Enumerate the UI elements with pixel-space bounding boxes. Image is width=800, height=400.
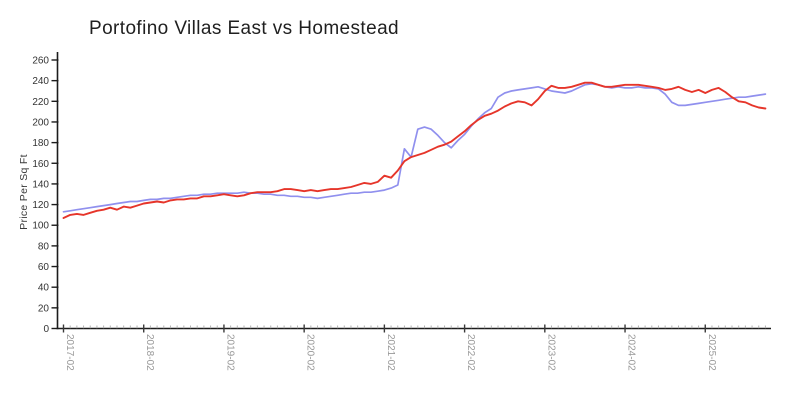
chart-title: Portofino Villas East vs Homestead: [89, 18, 400, 39]
x-tick-label: 2023-02: [545, 334, 556, 371]
x-tick-label: 2018-02: [144, 334, 155, 371]
y-tick-label: 20: [38, 303, 50, 314]
x-tick-label: 2017-02: [64, 334, 75, 371]
y-tick-label: 140: [32, 179, 49, 190]
x-tick-label: 2020-02: [305, 334, 316, 371]
y-tick-label: 160: [32, 159, 49, 170]
x-tick-label: 2019-02: [224, 334, 235, 371]
x-tick-label: 2024-02: [626, 334, 637, 371]
y-tick-label: 40: [38, 283, 50, 294]
y-tick-label: 180: [32, 138, 49, 149]
y-tick-label: 200: [32, 117, 49, 128]
y-tick-label: 120: [32, 200, 49, 211]
y-tick-label: 60: [38, 262, 50, 273]
line-portofino-villas-east: [62, 82, 767, 213]
y-tick-label: 0: [43, 324, 49, 335]
y-tick-label: 260: [32, 55, 49, 66]
x-tick-label: 2025-02: [706, 334, 717, 371]
y-tick-label: 240: [32, 76, 49, 87]
line-homestead: [62, 81, 767, 219]
y-tick-label: 220: [32, 97, 49, 108]
y-tick-label: 80: [38, 241, 50, 252]
x-tick-label: 2022-02: [465, 334, 476, 371]
y-tick-label: 100: [32, 221, 49, 232]
x-tick-label: 2021-02: [385, 334, 396, 371]
